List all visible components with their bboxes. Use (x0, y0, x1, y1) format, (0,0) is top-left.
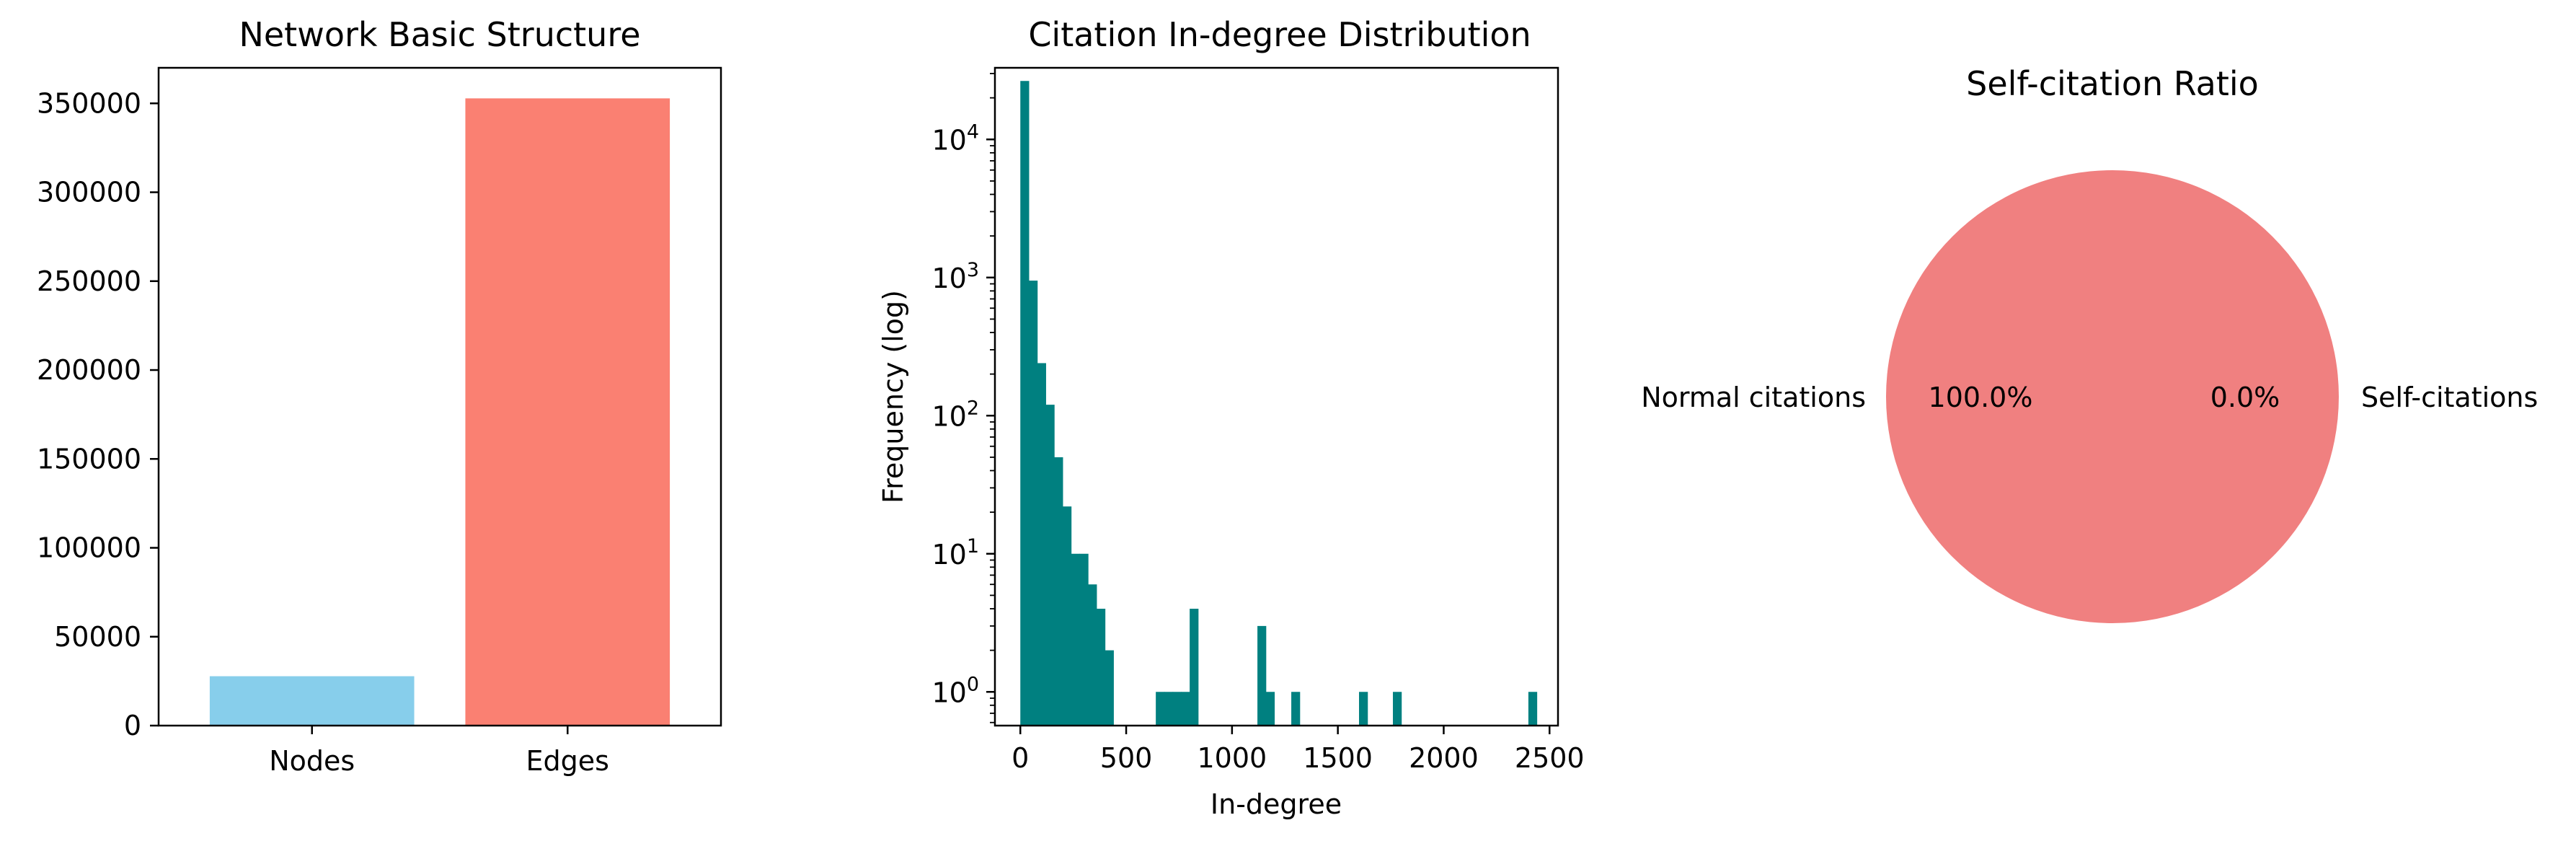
y-tick-label: 104 (931, 120, 979, 156)
histogram-bar (1037, 363, 1046, 726)
histogram-bars (1020, 81, 1538, 726)
histogram-in-degree: Citation In-degree Distribution 10010110… (877, 15, 1585, 820)
bar-edges (465, 98, 670, 726)
y-tick-label: 100 (931, 673, 979, 708)
histogram-bar (1045, 405, 1055, 726)
histogram-bar (1079, 553, 1089, 726)
pie-label-self-citations: Self-citations (2361, 382, 2538, 413)
bar-chart-network-structure: Network Basic Structure 0 50000 100000 1500… (37, 15, 722, 777)
y-tick-label: 0 (124, 710, 141, 741)
y-tick-label: 200000 (37, 354, 141, 386)
x-axis-label: In-degree (1210, 788, 1342, 820)
plot-frame (993, 66, 1559, 727)
bar-nodes (209, 676, 415, 726)
y-tick-label: 300000 (37, 177, 141, 208)
histogram-bar (1392, 692, 1402, 726)
histogram-bar (1105, 650, 1114, 726)
histogram-bar (1528, 692, 1538, 726)
y-tick-label: 350000 (37, 87, 141, 119)
histogram-bar (1359, 692, 1368, 726)
histogram-bar (1190, 608, 1199, 726)
histogram-bar (1164, 692, 1174, 726)
pie-label-normal-citations: Normal citations (1641, 382, 1866, 413)
y-tick-label: 250000 (37, 265, 141, 297)
y-axis-ticks: 0 50000 100000 150000 200000 250000 300000 3500… (37, 87, 159, 741)
y-tick-label: 101 (931, 535, 979, 571)
x-tick-label: 1500 (1303, 742, 1373, 774)
chart-title-in-degree: Citation In-degree Distribution (1028, 15, 1531, 54)
x-tick-label: 0 (1012, 742, 1029, 774)
pie-slices: Normal citations Self-citations 100.0% 0.0% (1641, 170, 2538, 623)
y-axis-ticks: 100 101 102 103 104 (931, 73, 995, 723)
histogram-bar (1265, 692, 1275, 726)
x-axis-ticks: 0 500 1000 1500 2000 2500 (1012, 726, 1585, 774)
histogram-bar (1257, 625, 1267, 726)
y-tick-label: 102 (931, 397, 979, 432)
pie-chart-self-citation: Self-citation Ratio Normal citations Self… (1641, 64, 2538, 623)
histogram-bar (1062, 506, 1072, 726)
y-tick-label: 50000 (54, 621, 141, 653)
y-tick-label: 103 (931, 259, 979, 294)
x-tick-label: 1000 (1197, 742, 1267, 774)
histogram-bar (1028, 281, 1038, 726)
histogram-bar (1181, 692, 1190, 726)
x-axis-ticks: Nodes Edges (269, 726, 609, 777)
x-tick-label: Nodes (269, 745, 355, 777)
histogram-bar (1088, 584, 1097, 726)
pie-pct-self-citations: 0.0% (2210, 382, 2280, 413)
chart-title-network-structure: Network Basic Structure (239, 15, 640, 54)
chart-title-self-citation: Self-citation Ratio (1966, 64, 2259, 103)
histogram-bar (1020, 81, 1030, 726)
histogram-bar (1096, 608, 1106, 726)
y-tick-label: 150000 (37, 443, 141, 475)
histogram-bar (1291, 692, 1301, 726)
histogram-bar (1054, 457, 1063, 726)
histogram-bar (1172, 692, 1182, 726)
x-tick-label: 2500 (1515, 742, 1585, 774)
pie-pct-normal-citations: 100.0% (1929, 382, 2033, 413)
histogram-bar (1156, 692, 1165, 726)
plot-frame (157, 66, 722, 727)
histogram-bar (1071, 553, 1080, 726)
x-tick-label: 500 (1100, 742, 1153, 774)
x-tick-label: Edges (526, 745, 609, 777)
y-axis-label: Frequency (log) (877, 290, 909, 503)
y-tick-label: 100000 (37, 532, 141, 564)
x-tick-label: 2000 (1409, 742, 1479, 774)
bar-series (209, 98, 670, 726)
